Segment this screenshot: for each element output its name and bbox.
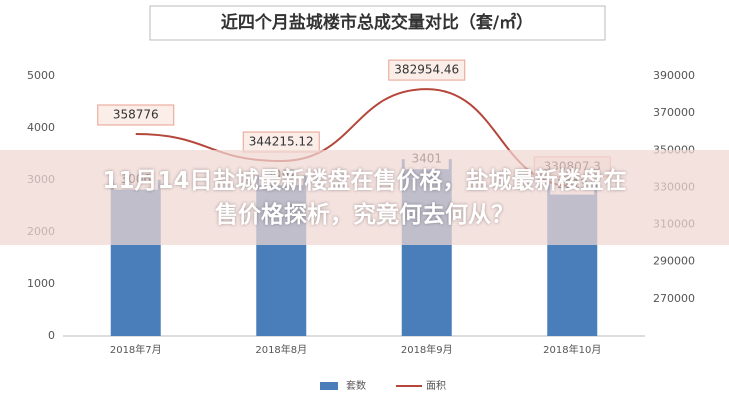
y-tick-label: 1000 bbox=[27, 277, 55, 290]
y2-tick-label: 370000 bbox=[653, 106, 695, 119]
y-tick-label: 4000 bbox=[27, 121, 55, 134]
legend-swatch bbox=[320, 382, 338, 390]
line-label: 382954.46 bbox=[394, 63, 459, 77]
line bbox=[135, 88, 573, 187]
line-label: 358776 bbox=[113, 107, 159, 121]
y-tick-label: 5000 bbox=[27, 69, 55, 82]
y2-tick-label: 390000 bbox=[653, 69, 695, 82]
title-box bbox=[149, 5, 606, 41]
y2-tick-label: 290000 bbox=[653, 255, 695, 268]
y2-tick-label: 270000 bbox=[653, 292, 695, 305]
x-tick-label: 2018年10月 bbox=[543, 343, 601, 356]
banner-title: 11月14日盐城最新楼盘在售价格，盐城最新楼盘在售价格探析，究竟何去何从？ bbox=[102, 167, 627, 228]
chart-title: 近四个月盐城楼市总成交量对比（套/㎡） bbox=[221, 12, 533, 33]
line-label: 344215.12 bbox=[249, 135, 314, 149]
x-tick-label: 2018年7月 bbox=[110, 343, 162, 356]
line-label-box bbox=[97, 104, 175, 126]
legend-label: 套数 bbox=[346, 379, 366, 392]
legend-label: 面积 bbox=[426, 380, 446, 392]
banner: 11月14日盐城最新楼盘在售价格，盐城最新楼盘在售价格探析，究竟何去何从？ bbox=[0, 150, 729, 245]
x-tick-label: 2018年8月 bbox=[255, 343, 307, 356]
y-tick-label: 0 bbox=[48, 329, 55, 342]
line-label-box bbox=[388, 59, 466, 81]
x-tick-label: 2018年9月 bbox=[401, 343, 453, 356]
